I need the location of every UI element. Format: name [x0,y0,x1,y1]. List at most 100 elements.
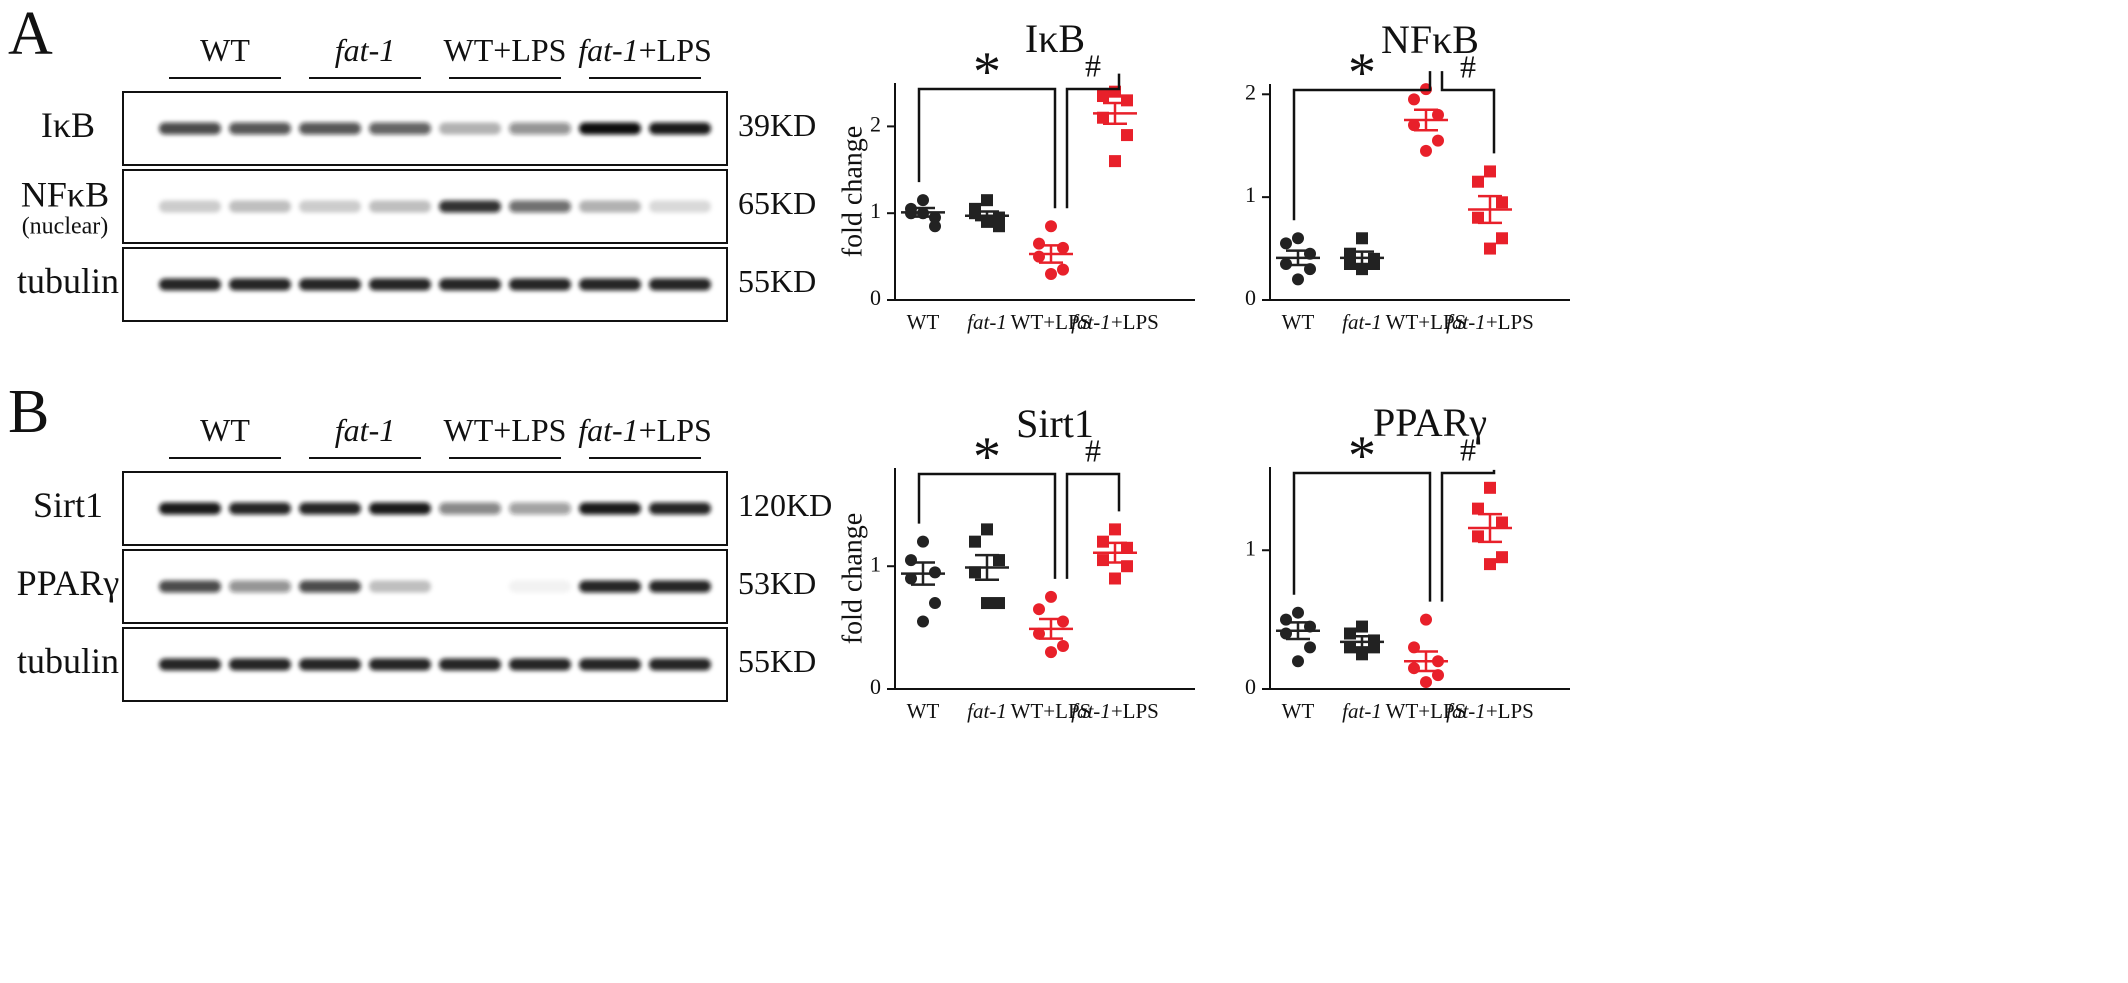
label-part: +LPS [639,32,712,68]
label-part: WT [1282,699,1315,723]
x-tick-label: WT [1282,310,1315,334]
label-part: fat-1 [967,310,1007,334]
band [439,122,501,135]
point [1033,627,1045,640]
label-part: fat-1 [335,412,395,448]
point [1057,615,1069,628]
panel-letter: A [8,0,53,68]
point [1033,603,1045,616]
point [969,566,981,579]
band [229,502,291,515]
size-label: 39KD [738,107,816,143]
label-part: fat-1 [1071,699,1111,723]
x-tick-label: WT+LPS [1011,310,1092,334]
band [579,658,641,671]
band [229,122,291,135]
row-label: tubulin [17,261,119,301]
band [579,278,641,291]
point [929,597,941,610]
point [1292,232,1304,245]
point [981,194,993,207]
point [1045,220,1057,233]
size-label: 55KD [738,263,816,299]
band [229,278,291,291]
significance-label: # [1460,431,1476,467]
label-part: fat-1 [1071,310,1111,334]
x-tick-label: fat-1 [967,310,1007,334]
significance-label: * [973,426,1001,488]
point [1280,627,1292,640]
point [1292,655,1304,668]
band [369,122,431,135]
x-tick-label: WT [907,699,940,723]
y-tick-label: 2 [1245,79,1256,104]
y-tick-label: 1 [1245,182,1256,207]
point [1033,237,1045,250]
x-tick-label: fat-1 [1342,699,1382,723]
panel-letter: B [8,378,49,446]
significance-bracket [1440,71,1496,154]
point [929,220,941,233]
label-part: fat-1 [1342,310,1382,334]
band [579,502,641,515]
significance-label: # [1085,432,1101,468]
point [1057,640,1069,653]
point [917,194,929,207]
x-tick-label: WT+LPS [1386,699,1467,723]
point [1097,554,1109,567]
point [1472,211,1484,224]
x-tick-label: fat-1+LPS [1446,310,1534,334]
y-tick-label: 0 [870,674,881,699]
size-label: 53KD [738,565,816,601]
point [1408,119,1420,132]
point [1097,90,1109,103]
significance-bracket [1065,472,1121,579]
significance-label: # [1460,48,1476,84]
point [1045,646,1057,659]
point [1472,502,1484,515]
band [229,658,291,671]
point [1033,250,1045,263]
label-part: fat-1 [967,699,1007,723]
point [1304,641,1316,654]
point [1356,620,1368,633]
band [299,502,361,515]
band [299,580,361,593]
band [159,200,221,213]
point [981,523,993,536]
x-tick-label: WT [907,310,940,334]
label-part: fat-1 [1446,310,1486,334]
label-part: fat-1 [578,412,638,448]
x-tick-label: WT [1282,699,1315,723]
label-part: +LPS [1486,310,1534,334]
point [1356,232,1368,245]
y-tick-label: 1 [1245,535,1256,560]
band [509,122,571,135]
x-tick-label: WT+LPS [1011,699,1092,723]
band [439,658,501,671]
point [969,535,981,548]
point [1057,241,1069,254]
group-label: WT+LPS [444,412,567,448]
label-part: fat-1 [1446,699,1486,723]
y-axis-label: fold change [837,126,868,257]
point [969,207,981,220]
point [1109,572,1121,585]
chart-title: Sirt1 [1016,401,1094,446]
label-part: +LPS [1111,310,1159,334]
group-label: fat-1 [335,32,395,68]
band [159,658,221,671]
point [917,615,929,628]
point [1420,613,1432,626]
band [369,200,431,213]
significance-bracket [1440,469,1496,602]
label-part: WT [907,699,940,723]
size-label: 55KD [738,643,816,679]
label-part: WT+LPS [1386,310,1467,334]
point [981,597,993,610]
x-tick-label: fat-1+LPS [1071,699,1159,723]
band [649,580,711,593]
point [1408,93,1420,106]
point [1344,627,1356,640]
